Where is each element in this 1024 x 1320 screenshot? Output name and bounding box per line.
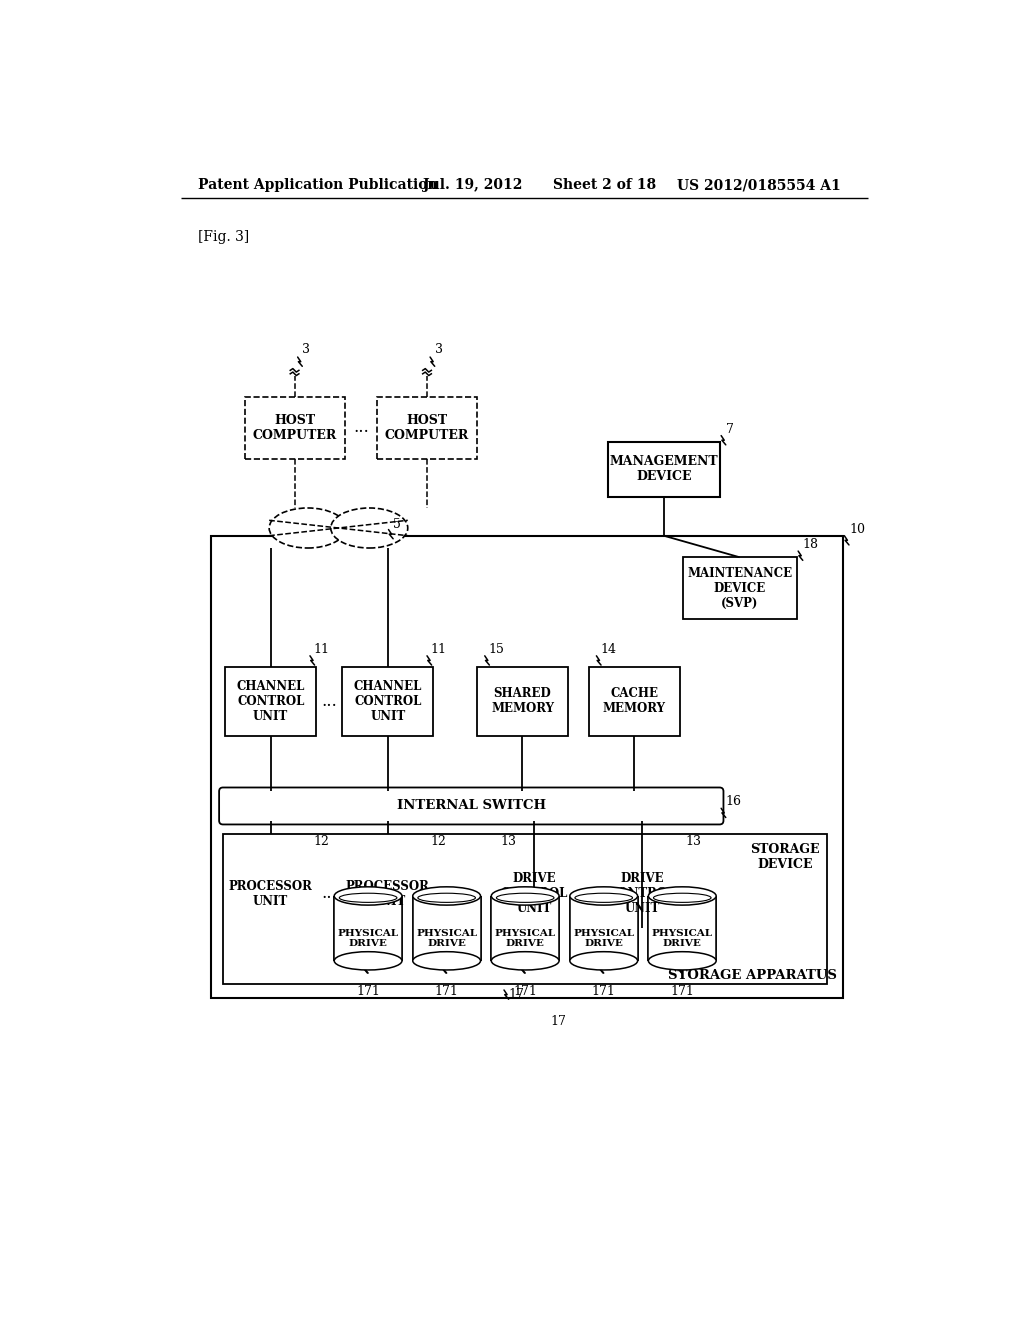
Text: ...: ...	[322, 693, 337, 710]
Text: US 2012/0185554 A1: US 2012/0185554 A1	[677, 178, 841, 193]
Text: 3: 3	[435, 342, 442, 355]
Ellipse shape	[413, 952, 480, 970]
Text: 15: 15	[488, 643, 505, 656]
Text: PHYSICAL
DRIVE: PHYSICAL DRIVE	[651, 929, 713, 948]
FancyBboxPatch shape	[342, 859, 433, 928]
FancyBboxPatch shape	[569, 896, 638, 961]
FancyBboxPatch shape	[648, 896, 716, 961]
FancyBboxPatch shape	[589, 667, 680, 737]
Ellipse shape	[334, 952, 402, 970]
FancyBboxPatch shape	[377, 397, 477, 459]
Ellipse shape	[492, 887, 559, 906]
Text: ...: ...	[322, 886, 337, 903]
Text: 12: 12	[431, 836, 446, 849]
FancyBboxPatch shape	[245, 397, 345, 459]
FancyBboxPatch shape	[608, 442, 720, 498]
FancyBboxPatch shape	[225, 859, 316, 928]
FancyBboxPatch shape	[334, 896, 402, 961]
Text: 171: 171	[435, 985, 459, 998]
Text: PHYSICAL
DRIVE: PHYSICAL DRIVE	[495, 929, 556, 948]
Text: 3: 3	[302, 342, 310, 355]
Text: 10: 10	[849, 523, 865, 536]
Ellipse shape	[648, 887, 716, 906]
Ellipse shape	[569, 887, 638, 906]
Text: 13: 13	[685, 836, 701, 849]
FancyBboxPatch shape	[477, 667, 568, 737]
Text: PROCESSOR
UNIT: PROCESSOR UNIT	[346, 879, 430, 908]
Text: 11: 11	[431, 643, 446, 656]
Text: 13: 13	[500, 836, 516, 849]
Ellipse shape	[413, 887, 480, 906]
Text: Sheet 2 of 18: Sheet 2 of 18	[553, 178, 655, 193]
Text: 12: 12	[313, 836, 330, 849]
Text: DRIVE
CONTROL
UNIT: DRIVE CONTROL UNIT	[608, 873, 676, 915]
Text: MANAGEMENT
DEVICE: MANAGEMENT DEVICE	[609, 455, 718, 483]
Text: PHYSICAL
DRIVE: PHYSICAL DRIVE	[338, 929, 398, 948]
Text: ...: ...	[580, 886, 596, 903]
Text: 171: 171	[513, 985, 538, 998]
FancyBboxPatch shape	[223, 834, 827, 983]
Text: [Fig. 3]: [Fig. 3]	[199, 230, 250, 244]
Ellipse shape	[492, 952, 559, 970]
Text: DRIVE
CONTROL
UNIT: DRIVE CONTROL UNIT	[501, 873, 567, 915]
Text: CACHE
MEMORY: CACHE MEMORY	[603, 688, 666, 715]
FancyBboxPatch shape	[219, 788, 724, 825]
Text: 7: 7	[726, 422, 733, 436]
FancyBboxPatch shape	[683, 557, 797, 619]
Text: PHYSICAL
DRIVE: PHYSICAL DRIVE	[573, 929, 634, 948]
FancyBboxPatch shape	[492, 896, 559, 961]
FancyBboxPatch shape	[488, 859, 580, 928]
Text: INTERNAL SWITCH: INTERNAL SWITCH	[396, 800, 546, 813]
Text: SHARED
MEMORY: SHARED MEMORY	[490, 688, 554, 715]
Text: CHANNEL
CONTROL
UNIT: CHANNEL CONTROL UNIT	[237, 680, 305, 723]
Text: HOST
COMPUTER: HOST COMPUTER	[253, 414, 337, 442]
Text: 17: 17	[550, 1015, 566, 1028]
Text: 17: 17	[509, 987, 524, 1001]
Text: 171: 171	[592, 985, 615, 998]
Text: STORAGE APPARATUS: STORAGE APPARATUS	[668, 969, 837, 982]
Text: 171: 171	[671, 985, 694, 998]
Text: Patent Application Publication: Patent Application Publication	[199, 178, 438, 193]
Text: PROCESSOR
UNIT: PROCESSOR UNIT	[228, 879, 312, 908]
Text: 171: 171	[356, 985, 380, 998]
FancyBboxPatch shape	[211, 536, 843, 998]
Text: PHYSICAL
DRIVE: PHYSICAL DRIVE	[416, 929, 477, 948]
FancyBboxPatch shape	[413, 896, 480, 961]
Ellipse shape	[269, 508, 346, 548]
FancyBboxPatch shape	[342, 667, 433, 737]
Ellipse shape	[331, 508, 408, 548]
Ellipse shape	[334, 887, 402, 906]
Text: 5: 5	[393, 517, 401, 531]
Text: STORAGE
DEVICE: STORAGE DEVICE	[751, 843, 819, 871]
Text: CHANNEL
CONTROL
UNIT: CHANNEL CONTROL UNIT	[353, 680, 422, 723]
Text: 14: 14	[600, 643, 616, 656]
Text: Jul. 19, 2012: Jul. 19, 2012	[423, 178, 522, 193]
Text: ...: ...	[353, 420, 369, 437]
Ellipse shape	[648, 952, 716, 970]
Text: HOST
COMPUTER: HOST COMPUTER	[385, 414, 469, 442]
FancyBboxPatch shape	[225, 667, 316, 737]
FancyBboxPatch shape	[596, 859, 687, 928]
Ellipse shape	[569, 952, 638, 970]
Text: MAINTENANCE
DEVICE
(SVP): MAINTENANCE DEVICE (SVP)	[687, 566, 793, 610]
Text: 16: 16	[726, 795, 741, 808]
Text: 11: 11	[313, 643, 330, 656]
Text: 18: 18	[803, 539, 819, 552]
